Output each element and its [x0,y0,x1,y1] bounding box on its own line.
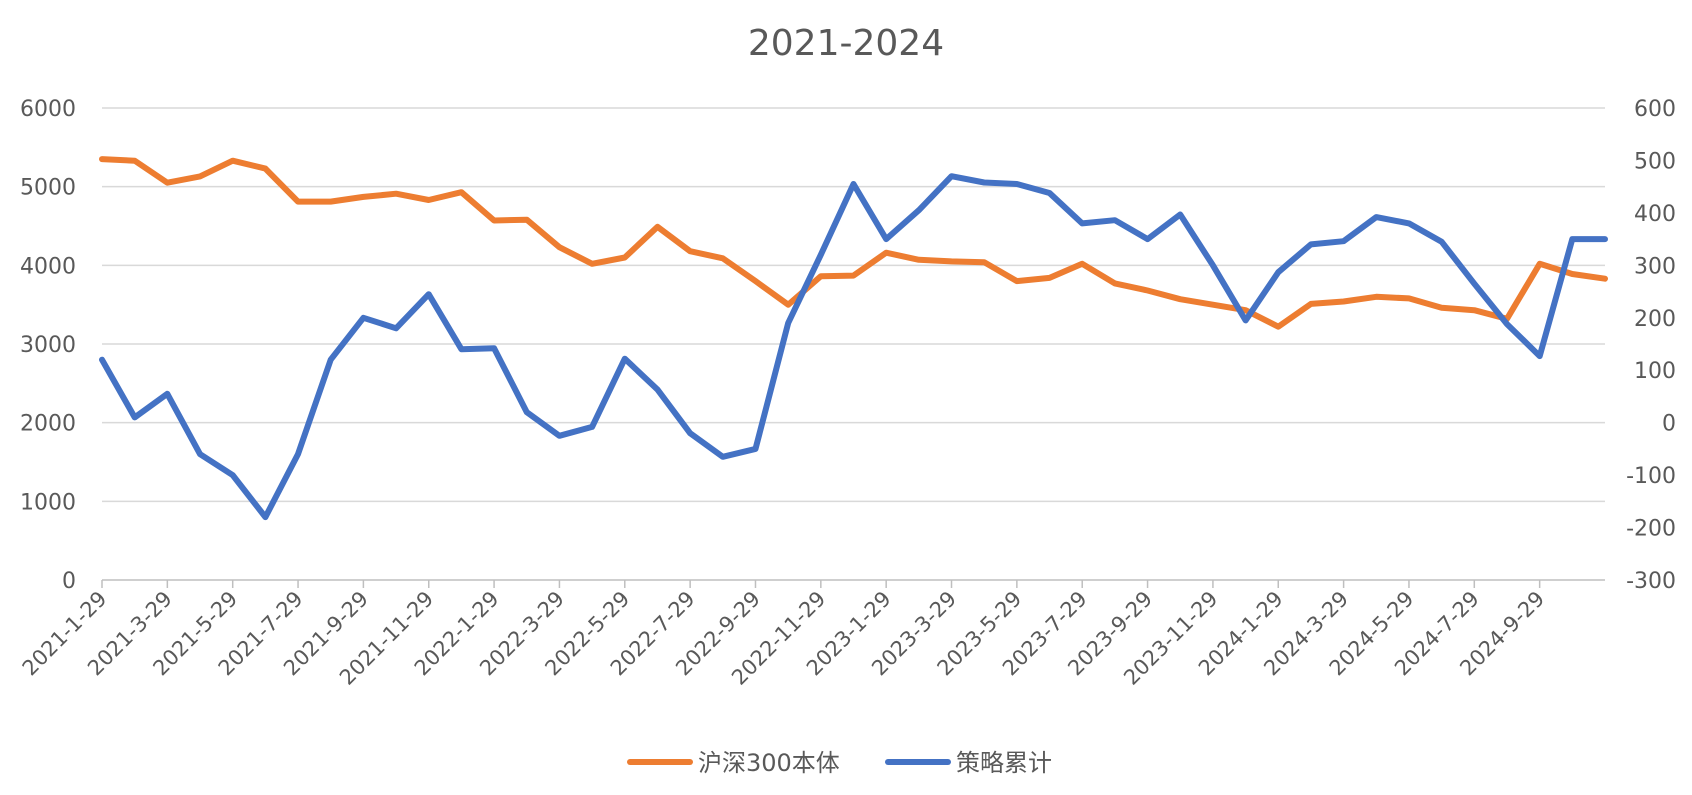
legend-label: 沪深300本体 [698,749,840,777]
legend: 沪深300本体 策略累计 [627,749,1052,777]
right-y-tick-label: 600 [1634,97,1676,122]
right-y-tick-label: 300 [1634,254,1676,279]
right-y-tick-label: 500 [1634,149,1676,174]
right-y-tick-label: 100 [1634,359,1676,384]
left-y-tick-label: 4000 [20,254,76,279]
chart-title: 2021-2024 [748,23,944,64]
right-y-tick-label: -300 [1626,569,1676,594]
left-y-tick-label: 3000 [20,333,76,358]
right-y-tick-label: -100 [1626,464,1676,489]
series-line-0 [99,156,1608,330]
right-y-tick-label: 200 [1634,307,1676,332]
left-y-tick-label: 2000 [20,412,76,437]
x-axis: 2021-1-292021-3-292021-5-292021-7-292021… [18,579,1605,690]
right-y-tick-label: -200 [1626,517,1676,542]
left-y-tick-label: 0 [62,569,76,594]
left-y-tick-label: 6000 [20,97,76,122]
right-y-axis: -300 -200 -100 0 100 200 300 400 500 600 [1626,97,1676,594]
left-y-axis: 0 1000 2000 3000 4000 5000 6000 [20,97,76,594]
series-line-1 [99,173,1608,521]
left-y-tick-label: 1000 [20,490,76,515]
series-lines [99,156,1608,521]
right-y-tick-label: 0 [1662,412,1676,437]
right-y-tick-label: 400 [1634,202,1676,227]
gridlines [102,107,1605,503]
left-y-tick-label: 5000 [20,176,76,201]
legend-label: 策略累计 [956,749,1052,777]
